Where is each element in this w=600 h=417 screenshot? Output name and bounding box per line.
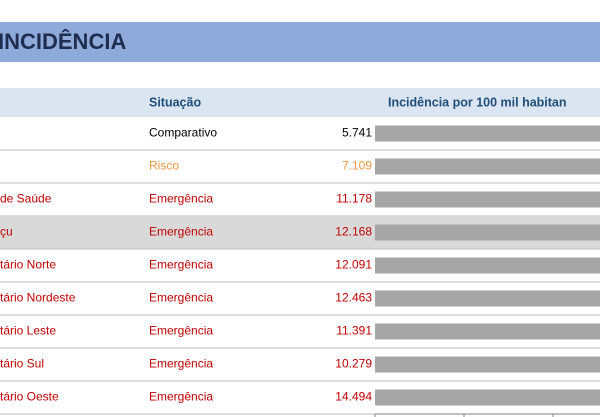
row-situation: Emergência: [149, 192, 213, 206]
row-situation: Emergência: [149, 258, 213, 272]
column-header: Situação: [149, 95, 201, 109]
row-situation: Risco: [149, 159, 179, 173]
title-bar: [0, 22, 600, 62]
bar: [375, 389, 600, 406]
row-situation: Emergência: [149, 357, 213, 371]
row-name: tário Sul: [0, 357, 44, 371]
row-situation: Comparativo: [149, 126, 217, 140]
row-value: 12.463: [335, 291, 372, 305]
row-value: 10.279: [335, 357, 372, 371]
bar: [375, 356, 600, 373]
bar: [375, 323, 600, 340]
row-name: tário Nordeste: [0, 291, 76, 305]
bar: [375, 125, 600, 142]
row-situation: Emergência: [149, 225, 213, 239]
row-value: 14.494: [335, 390, 372, 404]
row-name: çu: [0, 225, 13, 239]
row-name: tário Oeste: [0, 390, 59, 404]
bar: [375, 191, 600, 208]
row-name: tário Leste: [0, 324, 56, 338]
row-value: 7.109: [342, 159, 372, 173]
bar: [375, 257, 600, 274]
row-situation: Emergência: [149, 324, 213, 338]
row-value: 11.178: [336, 192, 372, 206]
row-name: tário Norte: [0, 258, 56, 272]
row-value: 12.168: [335, 225, 372, 239]
row-value: 5.741: [342, 126, 372, 140]
row-situation: Emergência: [149, 291, 213, 305]
column-header: Incidência por 100 mil habitan: [388, 95, 567, 109]
bar: [375, 224, 600, 241]
bar: [375, 290, 600, 307]
row-value: 11.391: [336, 324, 372, 338]
row-name: de Saúde: [0, 192, 52, 206]
row-value: 12.091: [335, 258, 372, 272]
row-situation: Emergência: [149, 390, 213, 404]
bar: [375, 158, 600, 175]
title: INCIDÊNCIA: [0, 29, 126, 54]
table-header: [0, 88, 600, 117]
